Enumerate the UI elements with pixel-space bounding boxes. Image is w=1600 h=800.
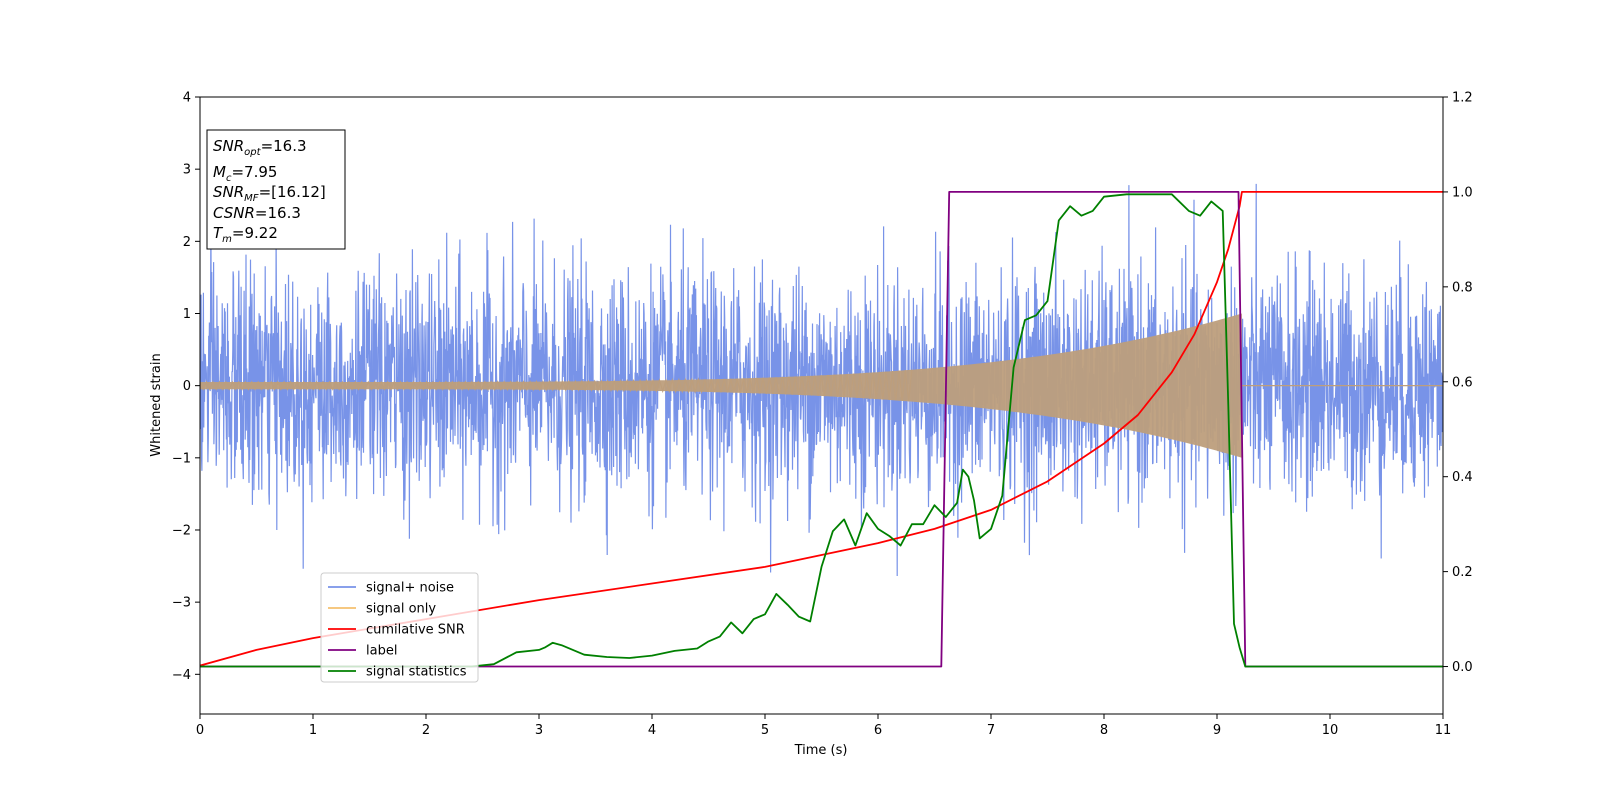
series-cumilative-snr-line: [200, 190, 1443, 667]
y-tick-label: −2: [172, 523, 191, 538]
x-tick-label: 2: [422, 723, 430, 738]
plot-area: [200, 183, 1443, 668]
y-tick-label: −3: [172, 596, 191, 611]
y-tick-label: −1: [172, 451, 191, 466]
legend-label: signal only: [366, 602, 436, 617]
info-box-line: Mc=7.95: [213, 163, 277, 184]
legend-frame: [320, 572, 479, 683]
legend-label: label: [366, 644, 397, 659]
y2-tick-label: 0.2: [1452, 565, 1473, 580]
series-signal-noise: [200, 183, 1443, 577]
x-tick-label: 1: [309, 723, 317, 738]
y-tick-label: 4: [183, 91, 191, 106]
info-box-line: SNRMF=[16.12]: [213, 183, 326, 204]
legend-label: signal statistics: [366, 665, 467, 680]
info-box-frame: [206, 129, 346, 250]
y-tick-label: 2: [183, 235, 191, 250]
x-tick-label: 8: [1100, 723, 1108, 738]
legend-label: signal+ noise: [366, 581, 454, 596]
info-box-line: SNRopt=16.3: [213, 137, 307, 158]
series-signal-only: [200, 313, 1443, 458]
y2-tick-label: 0.6: [1452, 375, 1473, 390]
y2-tick-label: 0.4: [1452, 470, 1473, 485]
x-tick-label: 11: [1435, 723, 1452, 738]
x-tick-label: 5: [761, 723, 769, 738]
signal-only-line: [200, 369, 913, 402]
y-tick-label: 0: [183, 379, 191, 394]
x-tick-label: 6: [874, 723, 882, 738]
x-tick-label: 3: [535, 723, 543, 738]
legend-label: cumilative SNR: [366, 623, 465, 638]
y-tick-label: 1: [183, 307, 191, 322]
y-axis-right: 0.0 0.2 0.4 0.6 0.8 1.0 1.2: [1443, 91, 1473, 675]
y-axis-label: Whitened strain: [149, 353, 164, 456]
signal-only-envelope: [200, 313, 1242, 458]
plot-frame: [199, 96, 1444, 715]
info-box-line: CSNR=16.3: [213, 204, 301, 222]
x-tick-label: 4: [648, 723, 656, 738]
info-box: SNRopt=16.3 Mc=7.95SNRMF=[16.12]CSNR=16.3…: [206, 129, 346, 250]
right-axis-series: [200, 190, 1443, 668]
x-tick-label: 7: [987, 723, 995, 738]
x-axis-label: Time (s): [794, 743, 848, 758]
y-tick-label: 3: [183, 163, 191, 178]
signal-noise-line: [200, 183, 1443, 577]
legend: signal+ noise signal only cumilative SNR la…: [320, 572, 479, 683]
series-signal-statistics-line: [200, 193, 1443, 668]
info-box-line: Tm=9.22: [213, 224, 278, 245]
x-axis: 0 1 2 3 4 5 6 7 8 9 10 11: [196, 714, 1451, 738]
y2-tick-label: 0.0: [1452, 660, 1473, 675]
y-axis-left: −4 −3 −2 −1 0 1 2 3 4: [172, 91, 200, 683]
x-tick-label: 0: [196, 723, 204, 738]
x-tick-label: 9: [1213, 723, 1221, 738]
y2-tick-label: 1.0: [1452, 185, 1473, 200]
y2-tick-label: 0.8: [1452, 280, 1473, 295]
y2-tick-label: 1.2: [1452, 91, 1473, 106]
x-tick-label: 10: [1322, 723, 1339, 738]
y-tick-label: −4: [172, 668, 191, 683]
